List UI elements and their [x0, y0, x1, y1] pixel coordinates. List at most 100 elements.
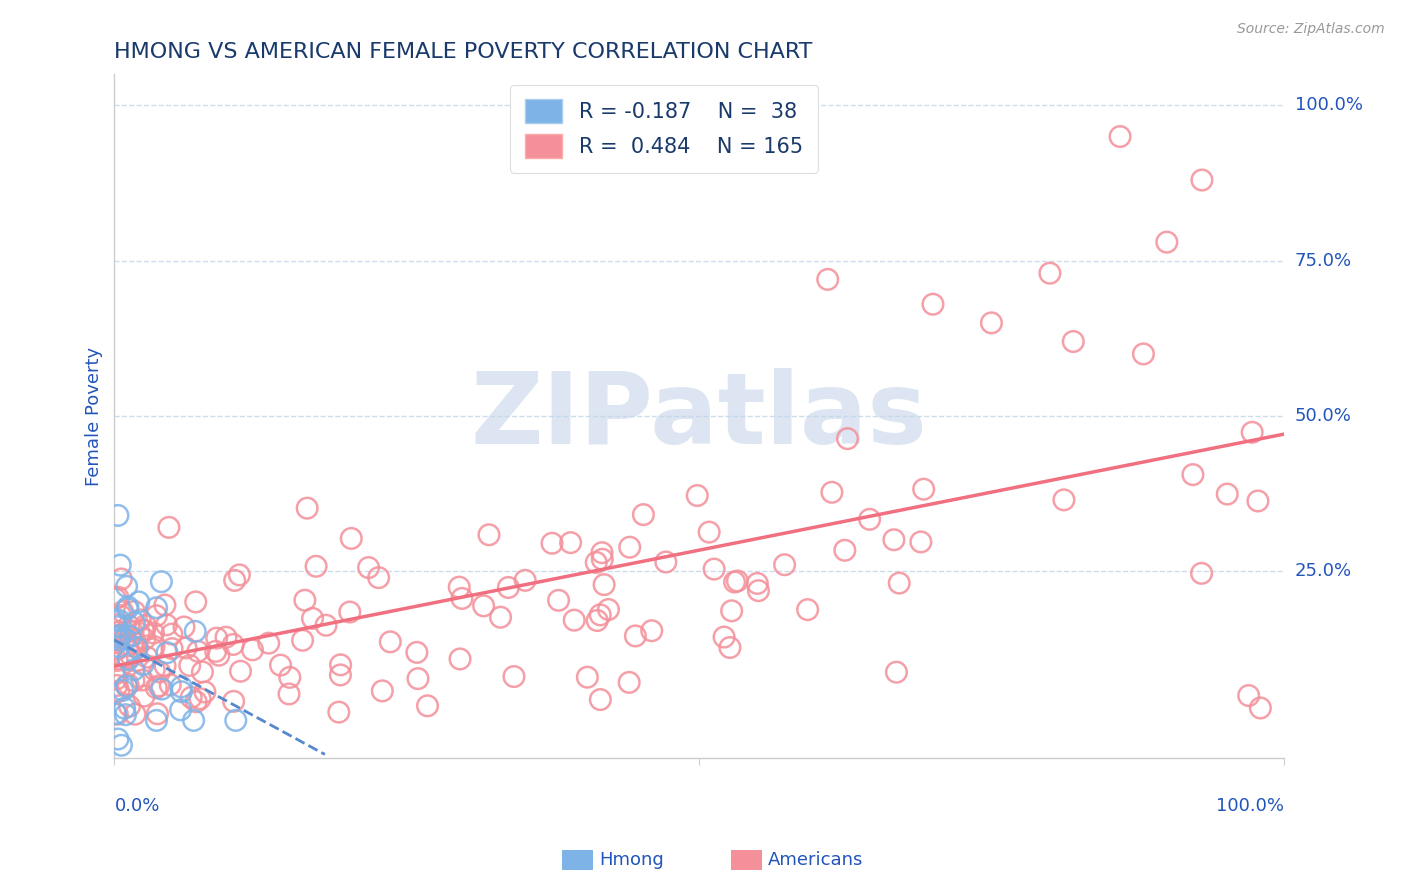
Point — [655, 555, 678, 569]
Point — [134, 632, 156, 647]
Point — [127, 640, 149, 655]
Point — [124, 604, 146, 618]
Point — [114, 632, 136, 646]
Point — [1237, 689, 1260, 703]
Point — [883, 533, 905, 547]
Point — [110, 738, 132, 752]
Text: Hmong: Hmong — [599, 851, 664, 869]
Point — [697, 525, 720, 540]
Point — [380, 635, 402, 649]
Point — [340, 532, 363, 546]
Point — [114, 707, 136, 722]
Point — [301, 611, 323, 625]
Point — [184, 595, 207, 609]
Point — [329, 657, 352, 672]
Point — [720, 604, 742, 618]
Point — [713, 630, 735, 644]
Point — [128, 626, 150, 640]
Text: Americans: Americans — [768, 851, 863, 869]
Point — [107, 632, 129, 647]
Text: HMONG VS AMERICAN FEMALE POVERTY CORRELATION CHART: HMONG VS AMERICAN FEMALE POVERTY CORRELA… — [114, 42, 813, 62]
Point — [124, 707, 146, 722]
Point — [194, 685, 217, 699]
Point — [228, 568, 250, 582]
Point — [541, 536, 564, 550]
Point — [1062, 334, 1084, 349]
Text: Source: ZipAtlas.com: Source: ZipAtlas.com — [1237, 22, 1385, 37]
Point — [515, 574, 537, 588]
Point — [150, 681, 173, 696]
Point — [593, 577, 616, 591]
Point — [416, 698, 439, 713]
Point — [725, 574, 748, 588]
Point — [111, 628, 134, 642]
Point — [112, 649, 135, 664]
Point — [922, 297, 945, 311]
Point — [110, 608, 132, 623]
Point — [371, 684, 394, 698]
Point — [270, 658, 292, 673]
Point — [105, 672, 128, 686]
Point — [591, 552, 613, 566]
Text: 25.0%: 25.0% — [1295, 562, 1353, 581]
Point — [169, 703, 191, 717]
Point — [114, 701, 136, 715]
Point — [215, 630, 238, 644]
Point — [132, 689, 155, 703]
Point — [103, 635, 125, 649]
Point — [105, 620, 128, 634]
Point — [142, 626, 165, 640]
Point — [118, 619, 141, 633]
Point — [104, 706, 127, 721]
Point — [910, 535, 932, 549]
Point — [141, 641, 163, 656]
Point — [641, 624, 664, 638]
Point — [624, 629, 647, 643]
Text: ZIPatlas: ZIPatlas — [471, 368, 928, 465]
Point — [117, 652, 139, 666]
Point — [222, 694, 245, 708]
Point — [122, 663, 145, 677]
Point — [1191, 173, 1213, 187]
Point — [186, 695, 208, 709]
Point — [115, 679, 138, 693]
Point — [110, 558, 132, 573]
Point — [107, 629, 129, 643]
Point — [329, 668, 352, 682]
Point — [204, 644, 226, 658]
Point — [305, 559, 328, 574]
Point — [145, 714, 167, 728]
Point — [105, 653, 128, 667]
Point — [174, 640, 197, 655]
Point — [291, 633, 314, 648]
Point — [115, 579, 138, 593]
Point — [157, 520, 180, 534]
Point — [889, 576, 911, 591]
Point — [1132, 347, 1154, 361]
Point — [180, 690, 202, 705]
Point — [105, 678, 128, 692]
Point — [912, 482, 935, 496]
Point — [619, 540, 641, 554]
Point — [110, 572, 132, 586]
Point — [980, 316, 1002, 330]
Point — [129, 613, 152, 627]
Point — [589, 607, 612, 622]
Point — [773, 558, 796, 572]
Point — [107, 591, 129, 605]
Point — [150, 574, 173, 589]
Point — [242, 643, 264, 657]
Point — [191, 665, 214, 679]
Text: 0.0%: 0.0% — [114, 797, 160, 814]
Point — [257, 636, 280, 650]
Point — [120, 648, 142, 663]
Point — [747, 583, 769, 598]
Point — [617, 675, 640, 690]
Point — [586, 614, 609, 628]
Point — [278, 670, 301, 684]
Point — [111, 605, 134, 619]
Point — [562, 613, 585, 627]
Point — [315, 618, 337, 632]
Point — [472, 599, 495, 613]
Point — [1156, 235, 1178, 249]
